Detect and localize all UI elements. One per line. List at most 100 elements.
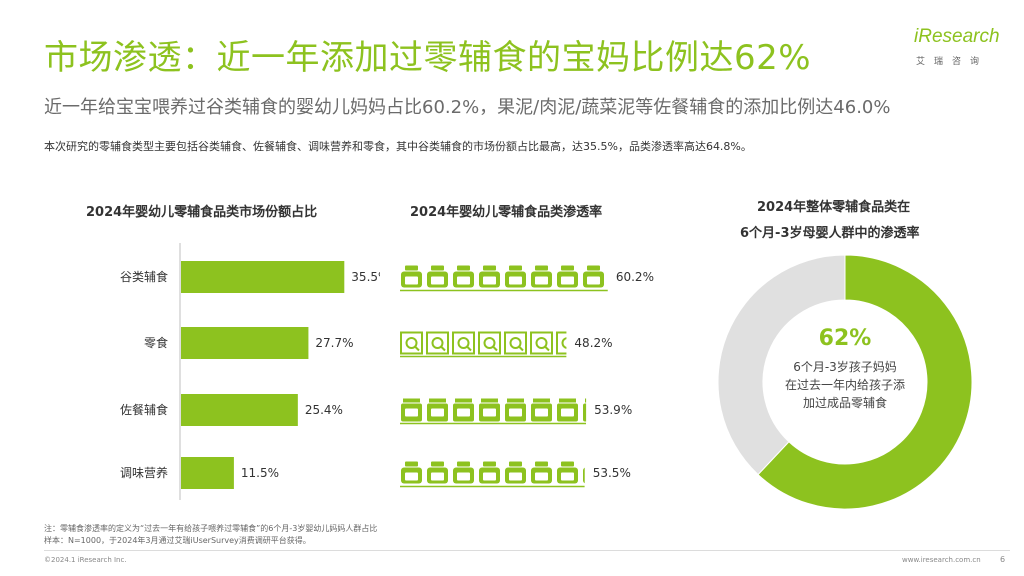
bag-emblem [405,337,418,349]
bag-outline [530,331,553,355]
bottle-cap [429,398,446,403]
bag-outline [556,331,567,355]
jar-lid [509,461,522,467]
penetration-donut-chart [717,254,973,510]
bag-outline [426,331,449,355]
bottle-label [535,408,548,417]
jar-label [483,472,496,481]
bag-emblem [483,337,496,349]
jar-lid [587,265,600,271]
bottle-cap [585,398,587,403]
penetration-pictograph-chart: 60.2% 48.2% 53.9% 53.5% [400,265,656,488]
bag-emblem [641,338,651,348]
bag-emblem-stick [623,346,628,351]
chart3-title-line1: 2024年整体零辅食品类在 [757,200,911,215]
donut-center-text: 6个月-3岁孩子妈妈 在过去一年内给孩子添 加过成品零辅食 [770,358,920,412]
jar-label [483,276,496,285]
jar-lid [405,265,418,271]
bottle-body [635,404,656,422]
category-label: 调味营养 [120,465,168,480]
footnote-line: 注：零辅食渗透率的定义为“过去一年有给孩子喂养过零辅食”的6个月-3岁婴幼儿妈妈… [44,524,378,533]
bag-outline [452,331,475,355]
data-label: 48.2% [574,336,612,350]
bag-outline [478,331,501,355]
donut-center-line: 在过去一年内给孩子添 [784,378,905,392]
jar-label [561,276,574,285]
bag-emblem-stick [491,345,498,352]
bottle-cap [403,398,420,403]
bag-emblem [431,337,444,349]
jar-label [535,472,548,481]
donut-slice-rest [717,254,846,476]
donut-center-line: 6个月-3岁孩子妈妈 [793,360,897,374]
bottle-label [509,408,522,417]
footnote: 注：零辅食渗透率的定义为“过去一年有给孩子喂养过零辅食”的6个月-3岁婴幼儿妈妈… [44,523,377,547]
footer-divider [44,550,1010,551]
jar-lid [483,265,496,271]
bottle-cap [559,398,576,403]
pictograph-row-bottle-icon [400,398,656,425]
market-share-bar-chart: 谷类辅食 35.5% 零食 27.7% 佐餐辅食 25.4% 调味营养 11.5% [120,243,380,500]
bottle-label [431,408,444,417]
jar-label [639,473,652,481]
jar-label [405,472,418,481]
jar-lid [405,461,418,467]
pictograph-row-jar-icon [400,265,608,292]
bag-outline [635,333,656,354]
jar-lid [535,461,548,467]
jar-lid [457,265,470,271]
data-label: 60.2% [616,270,654,284]
jar-lid [431,265,444,271]
category-label: 谷类辅食 [120,269,168,284]
data-label: 27.7% [315,336,353,350]
jar-body [583,467,585,484]
category-label: 佐餐辅食 [120,402,168,417]
bag-emblem-stick [413,345,420,352]
bag-emblem-stick [517,345,524,352]
category-label: 零食 [144,335,168,350]
jar-label [457,276,470,285]
jar-lid [431,461,444,467]
bottle-label [639,409,652,417]
bottle-cap [533,398,550,403]
bar [181,457,234,489]
chart3-title-line2: 6个月-3岁母婴人群中的渗透率 [740,226,920,241]
jar-lid [509,265,522,271]
iresearch-logo: iResearch 艾瑞咨询 [914,26,1014,70]
data-label: 53.5% [593,466,631,480]
jar-lid [639,462,652,467]
bottle-body [583,403,587,422]
data-label: 11.5% [241,466,279,480]
jar-label [535,276,548,285]
page-number: 6 [1000,555,1006,564]
data-label: 53.9% [594,403,632,417]
donut-center-line: 加过成品零辅食 [802,396,887,410]
jar-lid [483,461,496,467]
website-link[interactable]: www.iresearch.com.cn [902,556,981,564]
jar-label [561,472,574,481]
jar-lid [561,265,574,271]
jar-lid [561,461,574,467]
pictograph-row-jar-icon [400,461,656,488]
bar [181,394,298,426]
logo-brand-text: iResearch [914,26,1000,47]
jar-body [635,468,656,484]
bottle-cap [611,399,628,403]
bar [181,327,309,359]
jar-lid [535,265,548,271]
bag-emblem-stick [439,345,446,352]
bottle-label [457,408,470,417]
bag-emblem-stick [465,345,472,352]
bottle-label [561,408,574,417]
bag-emblem [535,337,548,349]
bottle-label [405,408,418,417]
jar-label [509,276,522,285]
bag-emblem-stick [649,346,654,351]
page-title: 市场渗透：近一年添加过零辅食的宝妈比例达62% [44,38,812,78]
donut-slice-penetrated [757,254,973,510]
logo-cn-text: 艾瑞咨询 [916,57,989,67]
bag-outline [400,331,423,355]
jar-label [509,472,522,481]
bag-emblem [561,337,567,349]
chart2-title: 2024年婴幼儿零辅食品类渗透率 [410,205,603,220]
